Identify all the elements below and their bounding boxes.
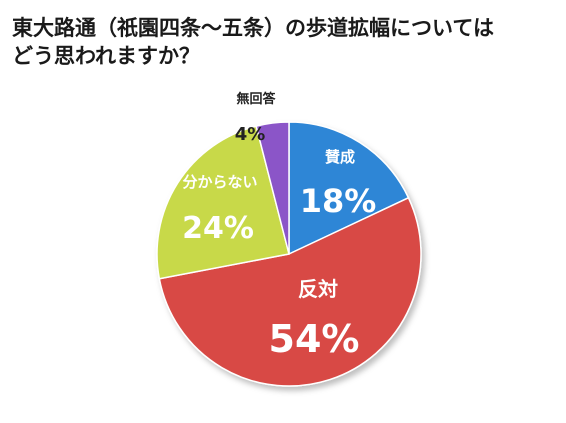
slice-label-1: 賛成 — [325, 148, 355, 166]
pie-slice-1 — [288, 121, 410, 256]
slice-label-3: 分からない — [182, 173, 257, 191]
pie-slice-4 — [255, 121, 290, 255]
slice-value-4: 4% — [235, 124, 266, 145]
slice-value-2: 54% — [269, 317, 360, 361]
slice-label-2: 反対 — [298, 277, 338, 301]
chart-title-line-2: どう思われますか？ — [12, 44, 200, 68]
slice-value-1: 18% — [300, 182, 377, 220]
slice-label-4: 無回答 — [236, 91, 276, 107]
chart-title: 東大路通（祇園四条～五条）の歩道拡幅については どう思われますか？ — [12, 14, 552, 70]
pie-slice-2 — [158, 196, 422, 387]
chart-title-line-1: 東大路通（祇園四条～五条）の歩道拡幅については — [12, 16, 494, 40]
slice-value-3: 24% — [182, 211, 254, 246]
pie-slice-3 — [156, 125, 290, 280]
